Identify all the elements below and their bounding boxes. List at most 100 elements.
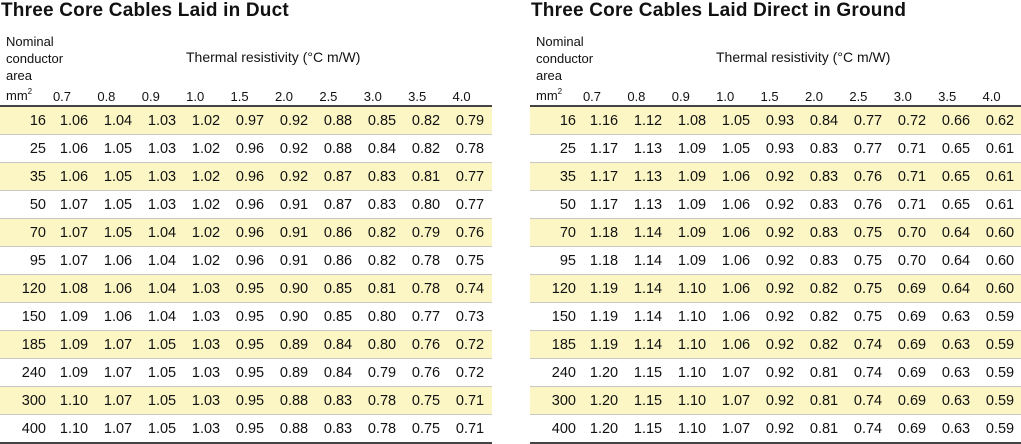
factor-cell: 0.59	[978, 302, 1021, 331]
ground-panel: Three Core Cables Laid Direct in Ground …	[530, 0, 1021, 444]
factor-cell: 0.92	[758, 218, 802, 247]
duct-table-header: Nominal conductor area Thermal resistivi…	[0, 22, 492, 105]
factor-cell: 1.06	[714, 190, 758, 219]
conductor-area-cell: 185	[0, 330, 52, 359]
factor-cell: 0.91	[272, 246, 316, 275]
factor-cell: 1.19	[582, 330, 626, 359]
conductor-area-cell: 185	[530, 330, 582, 359]
column-header: 2.5	[319, 89, 338, 104]
factor-cell: 0.75	[846, 274, 890, 303]
factor-cell: 0.83	[802, 218, 846, 247]
factor-cell: 1.03	[140, 190, 184, 219]
factor-cell: 1.14	[626, 246, 670, 275]
factor-cell: 0.83	[802, 134, 846, 163]
factor-cell: 0.77	[448, 190, 492, 219]
factor-cell: 1.18	[582, 218, 626, 247]
duct-table-title: Three Core Cables Laid in Duct	[1, 0, 289, 21]
factor-cell: 0.81	[802, 358, 846, 387]
factor-cell: 0.81	[802, 414, 846, 444]
factor-cell: 1.19	[582, 302, 626, 331]
factor-cell: 0.80	[360, 330, 404, 359]
factor-cell: 0.83	[802, 162, 846, 191]
factor-cell: 0.81	[802, 386, 846, 415]
factor-cell: 0.82	[360, 246, 404, 275]
factor-cell: 0.72	[890, 106, 934, 135]
factor-cell: 1.10	[670, 330, 714, 359]
factor-cell: 0.61	[978, 134, 1021, 163]
factor-cell: 0.81	[404, 162, 448, 191]
conductor-area-cell: 300	[530, 386, 582, 415]
ground-derating-table: 16 1.16 1.12 1.08 1.05 0.93 0.84 0.77 0.72 0.66 0.…	[530, 105, 1021, 444]
conductor-area-cell: 120	[530, 274, 582, 303]
factor-cell: 1.13	[626, 162, 670, 191]
column-header: 1.0	[186, 89, 205, 104]
conductor-area-cell: 120	[0, 274, 52, 303]
factor-cell: 1.07	[96, 386, 140, 415]
factor-cell: 0.75	[404, 386, 448, 415]
conductor-area-cell: 50	[0, 190, 52, 219]
factor-cell: 0.85	[360, 106, 404, 135]
factor-cell: 0.76	[404, 358, 448, 387]
factor-cell: 0.95	[228, 386, 272, 415]
factor-cell: 0.92	[272, 162, 316, 191]
factor-cell: 0.83	[360, 190, 404, 219]
factor-cell: 1.14	[626, 302, 670, 331]
table-row: 50 1.07 1.05 1.03 1.02 0.96 0.91 0.87 0.83 0.80 0.…	[0, 190, 492, 219]
factor-cell: 0.77	[404, 302, 448, 331]
factor-cell: 0.71	[890, 162, 934, 191]
factor-cell: 0.69	[890, 358, 934, 387]
conductor-area-cell: 240	[0, 358, 52, 387]
column-header: 0.9	[141, 89, 160, 104]
factor-cell: 0.69	[890, 330, 934, 359]
factor-cell: 0.95	[228, 414, 272, 444]
factor-cell: 1.14	[626, 218, 670, 247]
factor-cell: 1.10	[670, 302, 714, 331]
factor-cell: 0.79	[448, 106, 492, 135]
factor-cell: 1.06	[714, 246, 758, 275]
factor-cell: 0.83	[802, 190, 846, 219]
factor-cell: 0.75	[846, 246, 890, 275]
factor-cell: 1.12	[626, 106, 670, 135]
factor-cell: 1.06	[714, 330, 758, 359]
factor-cell: 0.89	[272, 330, 316, 359]
conductor-area-cell: 70	[530, 218, 582, 247]
factor-cell: 0.90	[272, 302, 316, 331]
factor-cell: 0.82	[802, 330, 846, 359]
factor-cell: 1.04	[140, 274, 184, 303]
conductor-area-cell: 35	[0, 162, 52, 191]
factor-cell: 1.06	[96, 302, 140, 331]
conductor-area-cell: 150	[0, 302, 52, 331]
factor-cell: 1.06	[52, 134, 96, 163]
factor-cell: 1.09	[52, 358, 96, 387]
factor-cell: 0.92	[758, 330, 802, 359]
factor-cell: 1.02	[184, 162, 228, 191]
table-row: 185 1.19 1.14 1.10 1.06 0.92 0.82 0.74 0.69 0.63 0…	[530, 330, 1021, 359]
table-row: 150 1.09 1.06 1.04 1.03 0.95 0.90 0.85 0.80 0.77 0…	[0, 302, 492, 331]
factor-cell: 0.83	[316, 414, 360, 444]
column-header: 3.0	[363, 89, 382, 104]
factor-cell: 0.71	[448, 414, 492, 444]
factor-cell: 1.04	[140, 218, 184, 247]
factor-cell: 0.65	[934, 134, 978, 163]
factor-cell: 1.10	[670, 414, 714, 444]
factor-cell: 0.96	[228, 162, 272, 191]
factor-cell: 0.61	[978, 162, 1021, 191]
factor-cell: 0.63	[934, 414, 978, 444]
factor-cell: 0.84	[316, 358, 360, 387]
table-row: 120 1.19 1.14 1.10 1.06 0.92 0.82 0.75 0.69 0.64 0…	[530, 274, 1021, 303]
table-row: 185 1.09 1.07 1.05 1.03 0.95 0.89 0.84 0.80 0.76 0…	[0, 330, 492, 359]
factor-cell: 0.86	[316, 246, 360, 275]
factor-cell: 1.06	[96, 246, 140, 275]
column-header: 0.8	[97, 89, 116, 104]
factor-cell: 1.03	[184, 330, 228, 359]
factor-cell: 0.96	[228, 246, 272, 275]
factor-cell: 0.92	[758, 190, 802, 219]
factor-cell: 0.78	[448, 134, 492, 163]
factor-cell: 1.07	[714, 386, 758, 415]
factor-cell: 0.88	[272, 386, 316, 415]
column-header: 3.5	[408, 89, 427, 104]
factor-cell: 0.80	[404, 190, 448, 219]
factor-cell: 1.07	[714, 414, 758, 444]
column-header: 1.5	[760, 89, 779, 104]
factor-cell: 1.20	[582, 386, 626, 415]
